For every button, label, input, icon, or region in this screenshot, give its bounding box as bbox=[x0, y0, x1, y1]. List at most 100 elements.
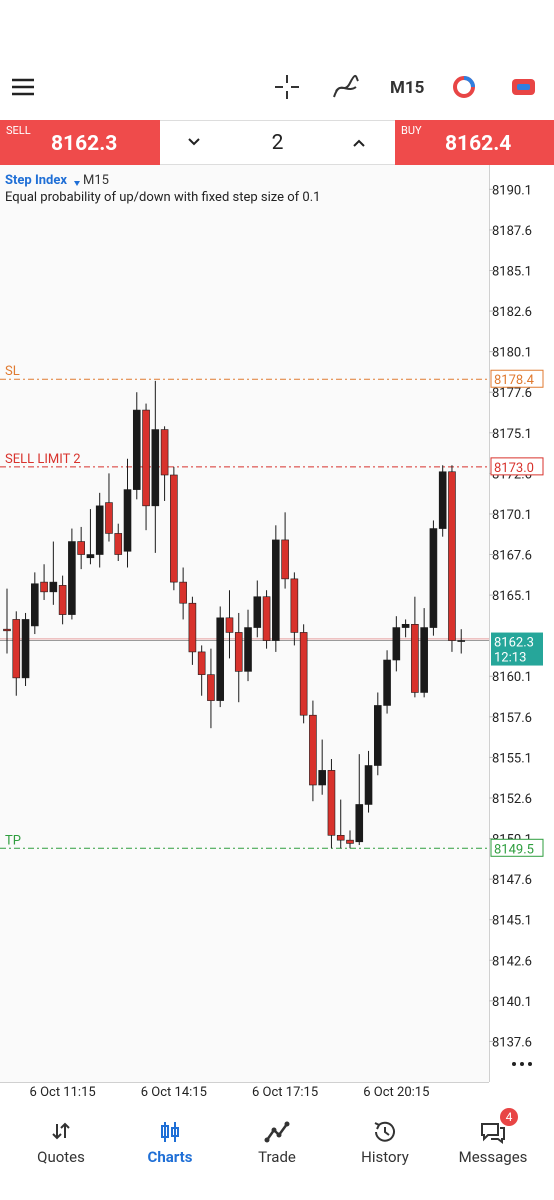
candle-body bbox=[346, 839, 354, 844]
y-tick-label: 8170.1 bbox=[492, 508, 532, 523]
buy-price: 8162.4 bbox=[445, 132, 512, 156]
candle-body bbox=[105, 502, 113, 534]
candle-body bbox=[281, 539, 289, 580]
nav-item[interactable]: Trade bbox=[222, 1100, 332, 1200]
chart-timeframe: M15 bbox=[83, 173, 109, 188]
candle-body bbox=[114, 533, 123, 555]
y-tick-label: 8180.1 bbox=[492, 346, 532, 361]
y-tick-label: 8137.6 bbox=[492, 1035, 532, 1050]
candle-body bbox=[392, 627, 401, 661]
level-price: 8149.5 bbox=[494, 842, 534, 857]
candle-body bbox=[170, 474, 178, 583]
candle-body bbox=[188, 602, 197, 653]
candle-body bbox=[364, 765, 373, 805]
volume-arrows bbox=[188, 138, 365, 147]
candle-body bbox=[179, 581, 187, 604]
candle-body bbox=[216, 617, 225, 701]
account-icon-part bbox=[517, 84, 530, 90]
candle-body bbox=[262, 596, 271, 641]
y-tick-label: 8182.6 bbox=[492, 305, 532, 320]
bottom-nav bbox=[0, 1100, 554, 1200]
menu-button[interactable] bbox=[12, 78, 34, 96]
candle-body bbox=[49, 581, 58, 593]
candle-body bbox=[160, 429, 169, 476]
chart-subtitle: Equal probability of up/down with fixed … bbox=[5, 190, 320, 205]
x-tick-label: 6 Oct 14:15 bbox=[141, 1085, 207, 1100]
candle-body bbox=[355, 804, 364, 843]
volume-down[interactable] bbox=[188, 138, 200, 146]
candle-body bbox=[411, 624, 419, 693]
candle-body bbox=[244, 627, 252, 672]
sell-price: 8162.3 bbox=[51, 132, 118, 156]
toolbar bbox=[12, 75, 535, 99]
nav-icon bbox=[264, 1121, 290, 1143]
volume-up[interactable] bbox=[353, 139, 365, 147]
nav-item[interactable]: Quotes bbox=[6, 1100, 116, 1200]
candle-body bbox=[31, 583, 39, 627]
trade-icon-part bbox=[463, 76, 475, 88]
nav-label: Trade bbox=[258, 1148, 296, 1166]
crosshair-button[interactable] bbox=[275, 75, 299, 99]
nav-label: Quotes bbox=[37, 1148, 85, 1166]
chart-title[interactable]: Step Index bbox=[5, 173, 67, 188]
candle-body bbox=[327, 770, 336, 836]
candle-body bbox=[123, 489, 132, 552]
candle-body bbox=[95, 505, 104, 555]
y-tick-label: 8155.1 bbox=[492, 751, 532, 766]
candle-body bbox=[68, 541, 76, 615]
y-tick-label: 8157.6 bbox=[492, 711, 532, 726]
candle-body bbox=[429, 528, 438, 628]
candle-body bbox=[3, 628, 11, 632]
candle-body bbox=[40, 581, 48, 593]
buy-button[interactable]: BUY 8162.4 bbox=[395, 120, 554, 165]
x-tick-label: 6 Oct 17:15 bbox=[252, 1085, 318, 1100]
candle-body bbox=[448, 471, 456, 641]
plot-area bbox=[0, 165, 489, 1082]
candle-body bbox=[299, 632, 308, 716]
nav-label: Messages bbox=[458, 1148, 528, 1166]
y-tick-label: 8145.1 bbox=[492, 914, 532, 929]
candle-body bbox=[373, 705, 382, 766]
candle-body bbox=[86, 554, 95, 559]
candle-body bbox=[207, 674, 215, 701]
y-tick-label: 8152.6 bbox=[492, 792, 532, 807]
y-tick-label: 8185.1 bbox=[492, 264, 532, 279]
nav-item[interactable]: Messages 4 bbox=[438, 1100, 548, 1200]
sell-button[interactable]: SELL 8162.3 bbox=[0, 120, 160, 165]
x-tick-label: 6 Oct 20:15 bbox=[363, 1085, 429, 1100]
candle-body bbox=[253, 596, 262, 628]
x-tick-label: 6 Oct 11:15 bbox=[30, 1085, 96, 1100]
candle-body bbox=[318, 770, 326, 786]
level-name: TP bbox=[5, 833, 21, 848]
candle-body bbox=[21, 619, 30, 679]
volume-control: 2 bbox=[160, 120, 395, 165]
candle-body bbox=[290, 578, 299, 633]
chart: Step Index M15 Equal probability of up/d… bbox=[0, 165, 544, 1100]
level-price-box bbox=[490, 369, 544, 388]
candle-body bbox=[438, 471, 447, 529]
volume-value[interactable]: 2 bbox=[271, 131, 284, 155]
indicators-button[interactable] bbox=[333, 75, 359, 98]
symbol-dropdown[interactable] bbox=[74, 181, 80, 186]
nav-item[interactable]: History bbox=[330, 1100, 440, 1200]
y-tick-label: 8167.6 bbox=[492, 549, 532, 564]
candle-body bbox=[457, 640, 466, 642]
candle-body bbox=[234, 632, 243, 672]
candle-body bbox=[12, 619, 21, 679]
candle-body bbox=[383, 659, 391, 706]
nav-icon bbox=[374, 1121, 395, 1142]
y-tick-label: 8140.1 bbox=[492, 995, 532, 1010]
candle-body bbox=[420, 627, 428, 693]
level-name: SELL LIMIT 2 bbox=[5, 452, 81, 467]
sell-label: SELL bbox=[6, 124, 31, 137]
candle-body bbox=[142, 409, 150, 507]
candle-body bbox=[401, 624, 410, 628]
y-tick-label: 8160.1 bbox=[492, 670, 532, 685]
candle-body bbox=[151, 429, 160, 507]
nav-item[interactable]: Charts bbox=[115, 1100, 225, 1200]
candle-body bbox=[197, 651, 206, 675]
more-button[interactable] bbox=[512, 1062, 532, 1066]
notification-badge: 4 bbox=[500, 1108, 518, 1126]
timeframe-button[interactable]: M15 bbox=[390, 78, 425, 98]
y-tick-label: 8190.1 bbox=[492, 183, 532, 198]
